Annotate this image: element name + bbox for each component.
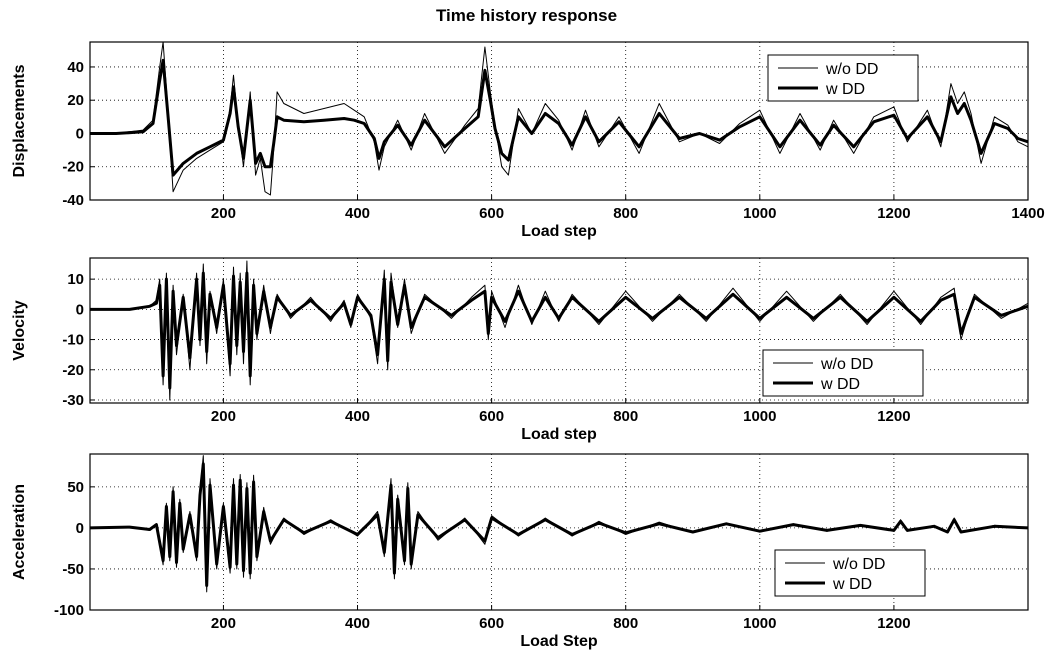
x-tick-label: 600 (479, 205, 504, 222)
acceleration-panel: 200 400 600 800 1000 1200 -100 -50 0 50 Load Step A… (11, 453, 1029, 650)
x-tick-label: 600 (479, 408, 504, 425)
acceleration-axes-box (89, 453, 1029, 611)
series-line-with-dd (90, 58, 1028, 177)
acceleration-xlabel: Load Step (520, 633, 598, 650)
x-tick-label: 400 (345, 408, 370, 425)
legend-label: w/o DD (832, 556, 885, 573)
x-tick-label: 600 (479, 615, 504, 632)
x-tick-label: 800 (613, 408, 638, 425)
y-tick-label: 50 (67, 479, 84, 496)
displacement-ylabel: Displacements (11, 64, 28, 177)
velocity-panel: 200 400 600 800 1000 1200 -30 -20 -10 0 10 Load ste… (11, 257, 1029, 443)
displacement-panel: 200 400 600 800 1000 1200 1400 -40 -20 0 20 40 Load … (11, 41, 1045, 240)
legend-label: w/o DD (825, 61, 878, 78)
acceleration-series-group (90, 455, 1028, 593)
displacement-xlabel: Load step (521, 223, 597, 240)
acceleration-legend: w/o DD w DD (774, 549, 926, 597)
x-tick-label: 400 (345, 615, 370, 632)
x-tick-label: 1200 (877, 205, 910, 222)
y-tick-label: -10 (62, 332, 84, 349)
x-tick-label: 200 (211, 205, 236, 222)
legend-label: w/o DD (820, 356, 873, 373)
x-tick-label: 400 (345, 205, 370, 222)
series-line-with-dd (90, 271, 1028, 390)
x-tick-label: 1000 (743, 615, 776, 632)
y-tick-label: 0 (76, 301, 84, 318)
x-tick-label: 200 (211, 615, 236, 632)
legend-label: w DD (832, 576, 872, 593)
x-tick-label: 1200 (877, 615, 910, 632)
y-tick-label: -40 (62, 192, 84, 209)
series-line-with-dd (90, 462, 1028, 587)
acceleration-ylabel: Acceleration (11, 484, 28, 580)
y-tick-label: 0 (76, 125, 84, 142)
velocity-legend: w/o DD w DD (762, 349, 924, 397)
y-tick-label: -100 (54, 602, 84, 619)
x-tick-label: 1400 (1011, 205, 1044, 222)
legend-label: w DD (820, 376, 860, 393)
y-tick-label: 10 (67, 271, 84, 288)
x-tick-label: 200 (211, 408, 236, 425)
x-tick-label: 1000 (743, 408, 776, 425)
figure-title: Time history response (435, 6, 618, 25)
x-tick-label: 1000 (743, 205, 776, 222)
y-tick-label: -30 (62, 392, 84, 409)
y-tick-label: 0 (76, 520, 84, 537)
x-tick-label: 800 (613, 205, 638, 222)
velocity-xlabel: Load step (521, 426, 597, 443)
velocity-axes-box (89, 257, 1029, 404)
x-tick-label: 800 (613, 615, 638, 632)
legend-label: w DD (825, 81, 865, 98)
displacement-legend: w/o DD w DD (767, 54, 919, 102)
velocity-series-group (90, 260, 1028, 401)
x-tick-label: 1200 (877, 408, 910, 425)
y-tick-label: -20 (62, 362, 84, 379)
y-tick-label: 40 (67, 59, 84, 76)
displacement-series-group (90, 42, 1028, 196)
y-tick-label: -50 (62, 561, 84, 578)
y-tick-label: 20 (67, 92, 84, 109)
velocity-ylabel: Velocity (11, 300, 28, 361)
displacement-axes-box (89, 41, 1029, 201)
y-tick-label: -20 (62, 159, 84, 176)
